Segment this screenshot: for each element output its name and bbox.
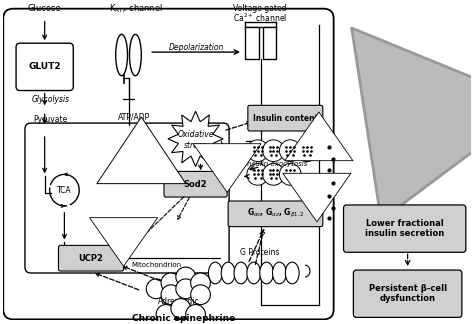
Circle shape: [279, 164, 301, 185]
Circle shape: [263, 140, 284, 162]
Circle shape: [186, 305, 205, 324]
Text: Voltage gated: Voltage gated: [233, 4, 286, 13]
Polygon shape: [168, 111, 223, 167]
Text: Glycolysis: Glycolysis: [32, 95, 70, 104]
Text: G$_{\alpha s}$, G$_{\alpha z}$, G$_{\beta 1, 2}$: G$_{\alpha s}$, G$_{\alpha z}$, G$_{\bet…: [246, 207, 304, 220]
Circle shape: [191, 285, 210, 305]
Text: Sod2: Sod2: [184, 180, 208, 189]
FancyBboxPatch shape: [164, 171, 227, 197]
FancyBboxPatch shape: [248, 105, 323, 131]
Ellipse shape: [247, 262, 261, 284]
Text: Lower fractional
insulin secretion: Lower fractional insulin secretion: [365, 219, 444, 238]
Circle shape: [247, 164, 269, 185]
Circle shape: [171, 299, 191, 318]
Circle shape: [161, 285, 181, 305]
Text: G Proteins: G Proteins: [240, 248, 279, 257]
Bar: [245, 28, 259, 59]
Text: Ca$^{2+}$ channel: Ca$^{2+}$ channel: [233, 11, 287, 24]
Ellipse shape: [234, 262, 248, 284]
Text: Adrenergic
receptors: Adrenergic receptors: [158, 297, 200, 316]
FancyArrowPatch shape: [97, 117, 186, 184]
Ellipse shape: [273, 262, 286, 284]
Ellipse shape: [116, 34, 128, 76]
FancyBboxPatch shape: [354, 270, 462, 318]
FancyArrowPatch shape: [352, 28, 474, 220]
Text: Ca$^{2+}$: Ca$^{2+}$: [211, 160, 233, 173]
Text: Persistent β-cell
dysfunction: Persistent β-cell dysfunction: [369, 284, 447, 303]
Ellipse shape: [221, 262, 235, 284]
Circle shape: [156, 305, 176, 324]
Ellipse shape: [285, 262, 299, 284]
Text: Oxidative: Oxidative: [177, 131, 214, 139]
Circle shape: [146, 279, 166, 299]
FancyBboxPatch shape: [25, 123, 229, 273]
Circle shape: [161, 273, 181, 293]
FancyArrowPatch shape: [285, 112, 353, 161]
FancyBboxPatch shape: [16, 43, 73, 90]
Circle shape: [279, 140, 301, 162]
Text: Glucose: Glucose: [28, 4, 62, 13]
Ellipse shape: [209, 262, 222, 284]
FancyArrowPatch shape: [90, 218, 157, 266]
Text: stress: stress: [184, 141, 207, 150]
FancyArrowPatch shape: [193, 144, 261, 192]
Text: TCA: TCA: [57, 186, 72, 195]
Circle shape: [305, 175, 321, 191]
FancyBboxPatch shape: [58, 245, 124, 271]
Text: Pyruvate: Pyruvate: [34, 115, 68, 124]
FancyArrowPatch shape: [283, 173, 351, 222]
Circle shape: [176, 279, 196, 299]
Text: GLUT2: GLUT2: [28, 62, 61, 71]
Circle shape: [247, 140, 269, 162]
Text: K$_{ATP}$ channel: K$_{ATP}$ channel: [109, 2, 164, 15]
Text: Insulin exocytosis: Insulin exocytosis: [245, 160, 308, 167]
Ellipse shape: [129, 34, 141, 76]
Text: Insulin content: Insulin content: [253, 114, 318, 123]
Bar: [263, 28, 276, 59]
Ellipse shape: [260, 262, 273, 284]
Circle shape: [191, 273, 210, 293]
Circle shape: [176, 267, 196, 287]
Circle shape: [296, 140, 318, 162]
FancyBboxPatch shape: [3, 9, 334, 319]
FancyBboxPatch shape: [228, 201, 323, 227]
Text: UCP2: UCP2: [79, 254, 103, 263]
Circle shape: [263, 164, 284, 185]
Text: Mitochondrion: Mitochondrion: [131, 262, 181, 268]
Text: Depolarization: Depolarization: [169, 43, 224, 52]
Text: ATP/ADP: ATP/ADP: [118, 113, 151, 122]
Text: Chronic epinephrine: Chronic epinephrine: [132, 314, 236, 323]
FancyBboxPatch shape: [344, 205, 466, 252]
